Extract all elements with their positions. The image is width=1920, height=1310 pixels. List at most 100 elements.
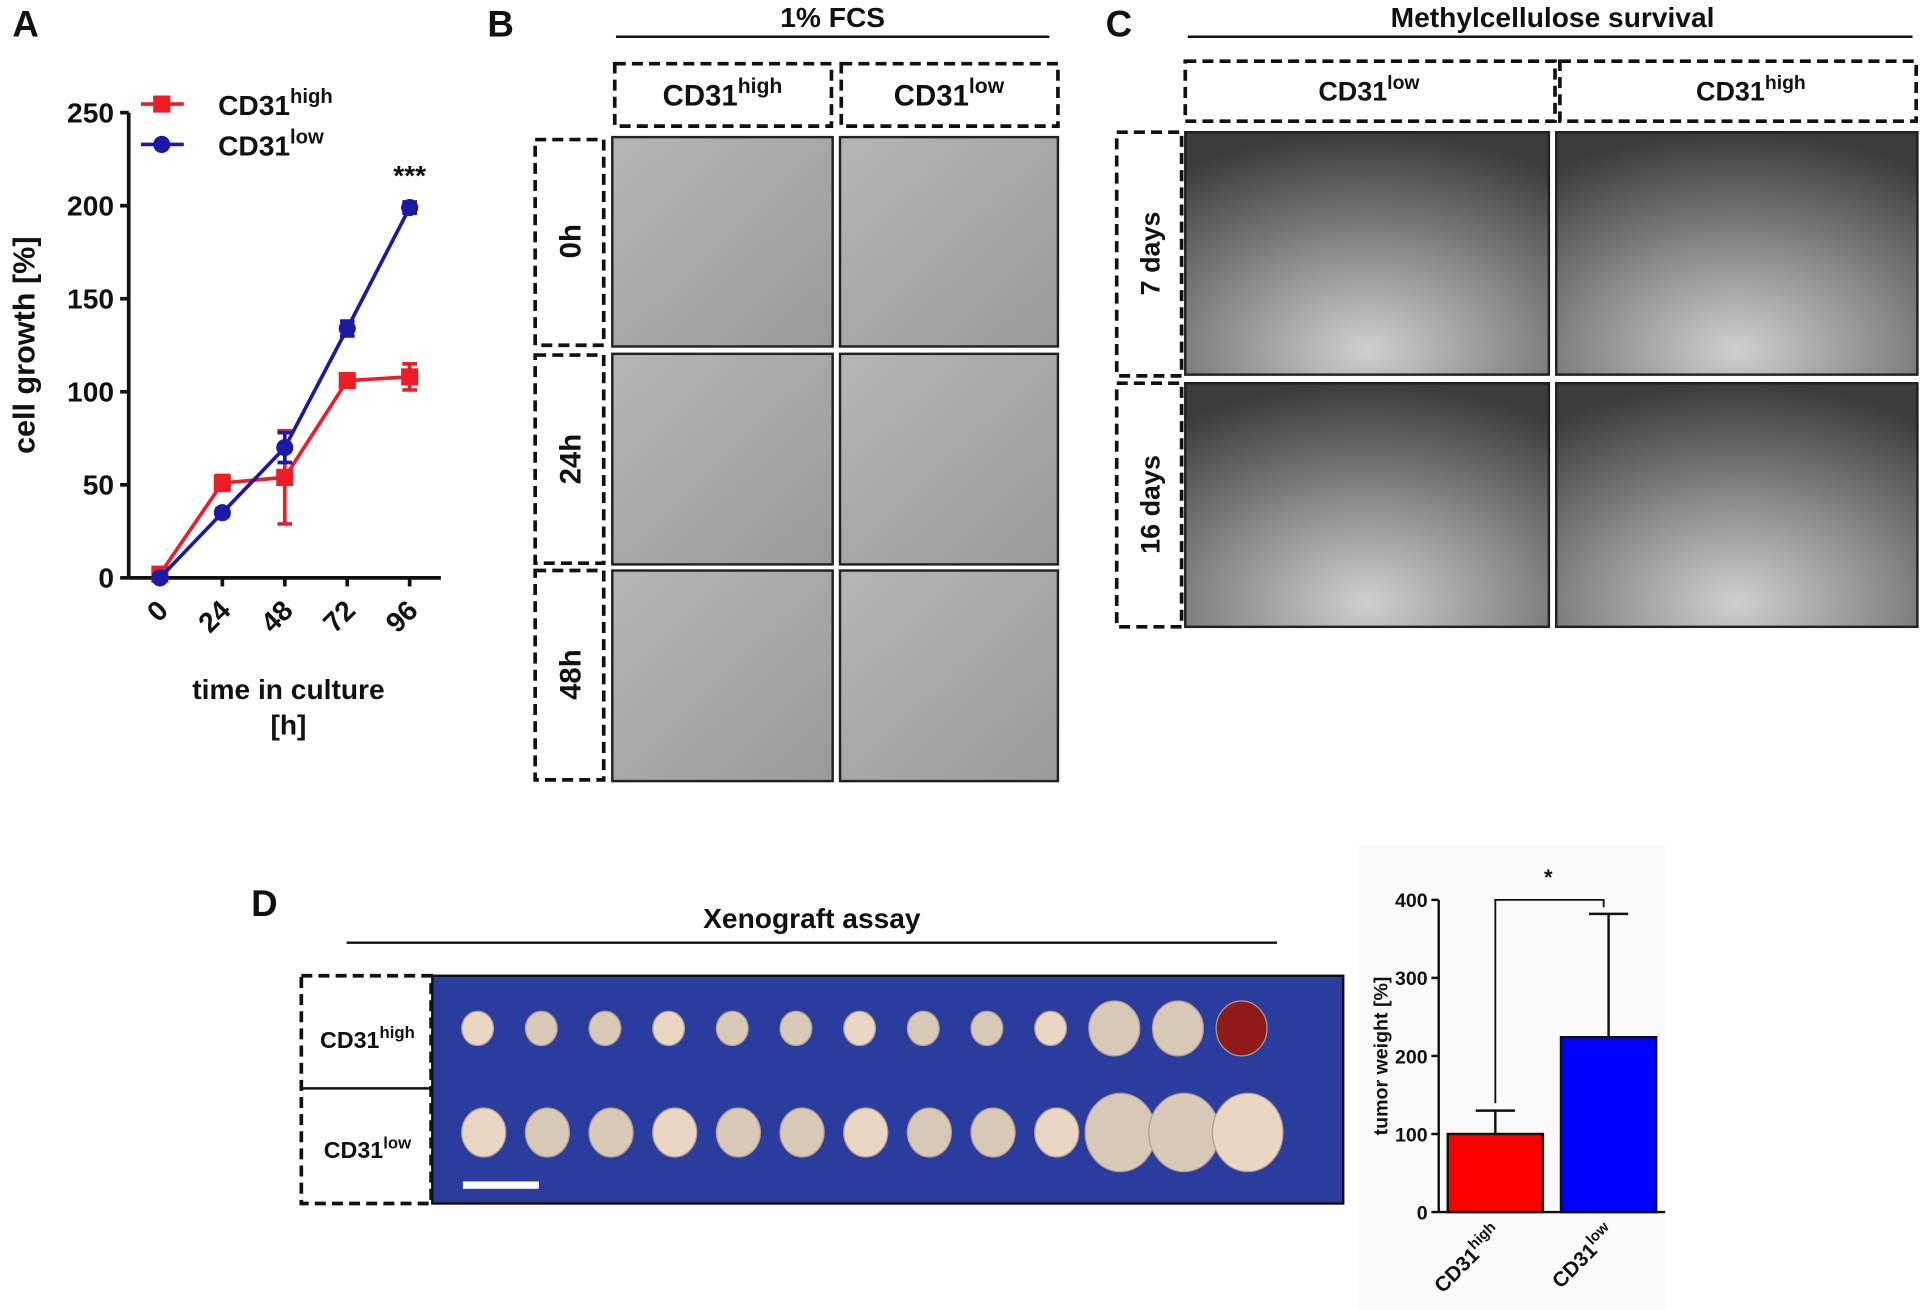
micrograph xyxy=(838,569,1060,783)
micrograph xyxy=(611,135,834,348)
tumor xyxy=(588,1010,622,1047)
error-bar xyxy=(1588,912,1629,1038)
tumor xyxy=(906,1107,953,1158)
legend-marker xyxy=(153,95,171,113)
y-tick-label: 0 xyxy=(1417,1202,1428,1224)
row-label-base: CD31 xyxy=(324,1137,384,1163)
scale-bar xyxy=(462,1181,539,1189)
micrograph xyxy=(1555,131,1919,376)
x-axis-label: [h] xyxy=(271,710,307,741)
tumor xyxy=(1034,1107,1080,1158)
column-label: CD31high xyxy=(663,75,783,112)
panel-label: A xyxy=(12,4,39,45)
column-label-base: CD31 xyxy=(663,79,738,112)
x-tick-label: 0 xyxy=(141,594,174,627)
y-tick-label: 100 xyxy=(1395,1124,1428,1146)
micrograph xyxy=(838,135,1060,348)
row-label: 0h xyxy=(554,224,587,258)
tumors xyxy=(461,1000,1284,1173)
panel-title: Methylcellulose survival xyxy=(1391,2,1715,33)
tumor xyxy=(843,1107,889,1158)
marker xyxy=(338,372,356,390)
marker xyxy=(151,569,169,587)
micrograph xyxy=(611,352,834,566)
row-label: 16 days xyxy=(1136,455,1166,554)
column-box xyxy=(612,61,834,128)
tumor xyxy=(652,1010,686,1047)
header-boxes xyxy=(533,61,1060,782)
legend-label-sup: low xyxy=(290,127,324,149)
x-axis-label: time in culture xyxy=(192,674,384,705)
y-tick-label: 400 xyxy=(1395,890,1428,912)
x-tick-label: 72 xyxy=(317,594,361,638)
header-boxes xyxy=(1114,59,1919,629)
tumor xyxy=(970,1107,1016,1158)
xenograft-photo xyxy=(431,974,1345,1205)
tumor xyxy=(779,1010,813,1047)
bar xyxy=(1446,1132,1545,1214)
legend-label-base: CD31 xyxy=(218,130,290,161)
tumor xyxy=(906,1010,940,1047)
row-label-sup: low xyxy=(383,1133,412,1152)
tumor xyxy=(461,1010,495,1047)
tumor xyxy=(715,1010,749,1047)
marker xyxy=(276,439,294,457)
column-label-sup: high xyxy=(1765,72,1806,94)
legend-label-sup: high xyxy=(290,86,333,108)
column-box xyxy=(839,61,1060,128)
tumor xyxy=(1215,1000,1268,1057)
micrograph xyxy=(611,569,834,783)
legend-marker xyxy=(153,135,171,154)
micrograph-grid xyxy=(611,135,1060,783)
column-box xyxy=(1558,59,1919,124)
tumor xyxy=(1151,1000,1205,1057)
micrograph xyxy=(1184,131,1551,376)
marker xyxy=(213,474,231,492)
legend-label-base: CD31 xyxy=(218,90,290,121)
y-tick-label: 300 xyxy=(1395,968,1428,990)
panel-label: D xyxy=(251,883,278,924)
y-tick-label: 200 xyxy=(1395,1046,1428,1068)
y-tick-label: 50 xyxy=(83,470,114,501)
tumor xyxy=(843,1010,877,1047)
x-tick-label: 96 xyxy=(380,594,424,638)
y-axis-label: tumor weight [%] xyxy=(1370,977,1392,1136)
row-label: 7 days xyxy=(1136,212,1166,296)
micrograph-grid xyxy=(1184,131,1919,629)
column-label-base: CD31 xyxy=(1696,76,1765,106)
tumor xyxy=(1211,1092,1284,1173)
column-label: CD31high xyxy=(1696,72,1806,106)
row-box xyxy=(299,973,433,1206)
column-label-base: CD31 xyxy=(894,79,969,112)
column-label-sup: low xyxy=(1387,72,1420,94)
y-tick-label: 200 xyxy=(67,190,114,221)
marker xyxy=(276,468,294,486)
legend-label: CD31high xyxy=(218,86,333,121)
annotation: *** xyxy=(393,160,426,191)
marker xyxy=(401,368,419,386)
tumor xyxy=(1034,1010,1068,1047)
tumor xyxy=(779,1107,825,1158)
row-label: 24h xyxy=(554,434,587,485)
column-label-base: CD31 xyxy=(1318,76,1387,106)
column-label-sup: high xyxy=(738,75,783,98)
tumor xyxy=(524,1010,558,1047)
tumor xyxy=(1084,1092,1157,1173)
row-box xyxy=(533,568,606,782)
column-box xyxy=(1183,59,1557,124)
panel-title: Xenograft assay xyxy=(703,903,921,934)
marker xyxy=(401,198,419,217)
tumor xyxy=(524,1107,571,1158)
tumor xyxy=(588,1107,634,1158)
y-axis-label: cell growth [%] xyxy=(7,236,41,454)
row-label: CD31low xyxy=(324,1133,412,1163)
tumor xyxy=(715,1107,762,1158)
micrograph xyxy=(1555,381,1919,629)
micrograph xyxy=(838,352,1060,566)
tumor xyxy=(461,1107,507,1158)
column-label: CD31low xyxy=(894,75,1005,112)
panel-label: B xyxy=(487,4,514,45)
tumor xyxy=(970,1010,1004,1047)
x-tick-label: 48 xyxy=(255,594,299,638)
